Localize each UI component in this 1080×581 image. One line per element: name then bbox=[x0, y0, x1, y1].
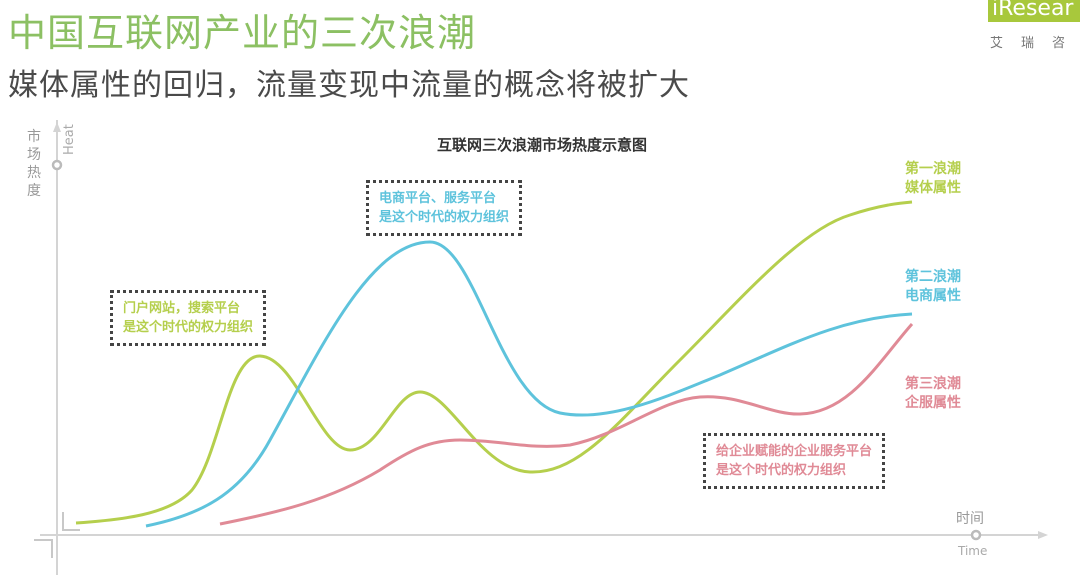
axes bbox=[34, 120, 1048, 575]
x-axis-label-en: Time bbox=[958, 544, 988, 558]
origin-corner-icon bbox=[62, 512, 80, 531]
page-title: 中国互联网产业的三次浪潮 bbox=[8, 11, 477, 55]
legend-label: 第二浪潮 bbox=[905, 269, 961, 285]
brand-logo: iResear bbox=[988, 0, 1080, 22]
x-axis-arrow-icon bbox=[1038, 531, 1048, 539]
annotation-text: 是这个时代的权力组织 bbox=[379, 210, 510, 225]
y-axis-marker-icon bbox=[51, 159, 63, 171]
legend-label: 媒体属性 bbox=[905, 180, 961, 196]
brand-logo-cn: 艾瑞咨 bbox=[990, 36, 1080, 51]
wave3-line bbox=[219, 323, 914, 526]
legend-label: 第三浪潮 bbox=[905, 376, 961, 392]
annotation-text: 是这个时代的权力组织 bbox=[123, 320, 254, 335]
y-axis-arrow-icon bbox=[53, 122, 61, 132]
legend-label: 第一浪潮 bbox=[905, 161, 961, 177]
legend-wave2: 第二浪潮 电商属性 bbox=[905, 268, 961, 306]
legend-wave3: 第三浪潮 企服属性 bbox=[905, 375, 961, 413]
annotation-text: 电商平台、服务平台 bbox=[379, 191, 497, 206]
annotation-text: 门户网站，搜索平台 bbox=[123, 301, 241, 316]
annotation-box-wave3: 给企业赋能的企业服务平台 是这个时代的权力组织 bbox=[703, 433, 886, 489]
y-axis-label-cn: 市场热度 bbox=[27, 129, 41, 199]
origin-corner-icon bbox=[34, 539, 53, 558]
legend-wave1: 第一浪潮 媒体属性 bbox=[905, 160, 961, 198]
annotation-text: 给企业赋能的企业服务平台 bbox=[716, 444, 873, 459]
chart-title: 互联网三次浪潮市场热度示意图 bbox=[437, 136, 648, 154]
annotation-box-wave2: 电商平台、服务平台 是这个时代的权力组织 bbox=[366, 180, 523, 236]
annotation-text: 是这个时代的权力组织 bbox=[716, 463, 847, 478]
page-subtitle: 媒体属性的回归，流量变现中流量的概念将被扩大 bbox=[8, 68, 690, 103]
legend-label: 电商属性 bbox=[905, 288, 961, 304]
x-axis-label-cn: 时间 bbox=[956, 511, 984, 527]
annotation-box-wave1: 门户网站，搜索平台 是这个时代的权力组织 bbox=[110, 290, 267, 346]
legend-label: 企服属性 bbox=[905, 395, 961, 411]
wave2-line bbox=[145, 240, 913, 528]
x-axis-marker-icon bbox=[970, 529, 982, 541]
wave1-line bbox=[75, 200, 913, 525]
